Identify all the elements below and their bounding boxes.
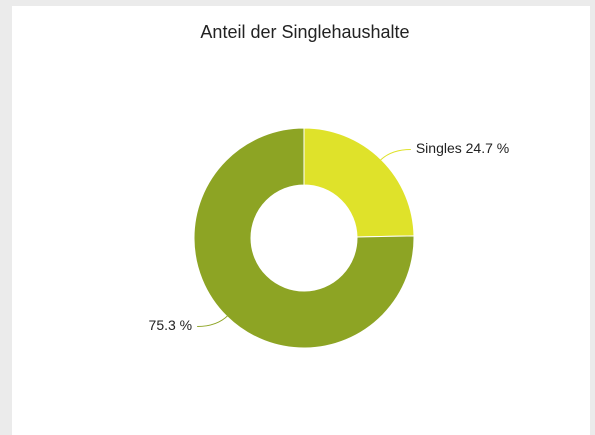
data-label: Singles 24.7 % xyxy=(416,140,509,156)
donut-slice xyxy=(193,127,415,349)
data-label: 75.3 % xyxy=(149,317,193,333)
donut-slice xyxy=(303,127,415,238)
chart-title: Anteil der Singlehaushalte xyxy=(200,22,409,42)
chart-panel xyxy=(12,6,590,435)
leader-line xyxy=(197,314,229,328)
leader-line xyxy=(379,148,411,162)
